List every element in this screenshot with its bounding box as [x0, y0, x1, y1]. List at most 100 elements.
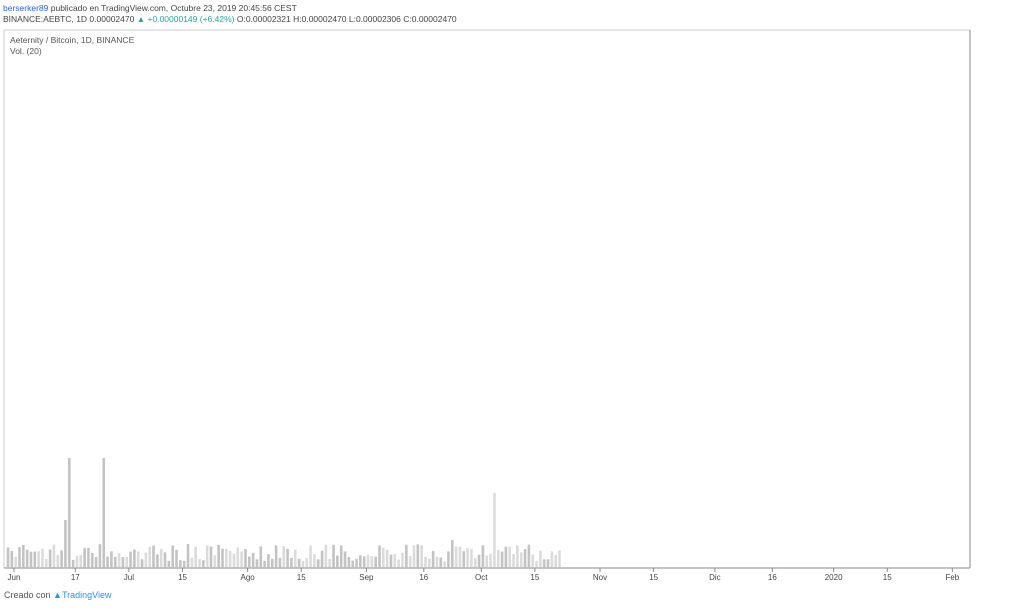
volume-bar: [351, 560, 354, 568]
volume-legend: Vol. (20): [10, 46, 42, 56]
volume-bar: [140, 559, 144, 568]
volume-bar: [171, 545, 174, 568]
volume-bar: [516, 545, 519, 568]
volume-bar: [301, 560, 305, 568]
volume-bar: [539, 550, 542, 568]
volume-bar: [60, 550, 63, 568]
volume-bar: [113, 556, 117, 568]
volume-bar: [87, 547, 90, 568]
volume-bar: [362, 556, 366, 568]
volume-bar: [152, 545, 155, 568]
volume-bar: [297, 558, 301, 568]
volume-bar: [332, 544, 335, 568]
time-tick-label: Sep: [359, 573, 374, 582]
volume-bar: [359, 555, 362, 568]
time-tick-label: 17: [71, 573, 80, 582]
time-tick-label: 15: [530, 573, 539, 582]
volume-bar: [251, 552, 255, 568]
volume-bar: [370, 556, 374, 568]
volume-bar: [286, 548, 289, 568]
time-tick-label: 15: [178, 573, 187, 582]
change-text: +0.00000149 (+6.42%): [147, 14, 235, 24]
volume-bar: [179, 559, 182, 568]
volume-bar: [519, 552, 523, 568]
volume-bar: [504, 546, 508, 568]
volume-bar: [167, 560, 171, 568]
volume-bar: [293, 549, 297, 568]
volume-bar: [401, 552, 404, 568]
volume-bar: [186, 544, 190, 568]
volume-bar: [546, 559, 550, 568]
volume-bar: [263, 560, 266, 568]
created-with-text: Creado con: [4, 590, 51, 600]
volume-bar: [324, 544, 328, 568]
volume-bar: [129, 551, 132, 568]
author-link[interactable]: berserker89: [3, 3, 49, 13]
tradingview-link[interactable]: TradingView: [61, 590, 112, 600]
volume-bar: [48, 549, 52, 568]
time-tick-label: Nov: [593, 573, 607, 582]
volume-bar: [255, 559, 259, 568]
volume-bar: [481, 545, 485, 568]
time-tick-label: 2020: [825, 573, 843, 582]
volume-bar: [14, 556, 17, 568]
volume-bar: [217, 544, 220, 568]
volume-bar: [550, 551, 554, 568]
volume-bar: [470, 548, 473, 568]
time-tick-label: Jul: [124, 573, 134, 582]
volume-bar: [75, 556, 79, 568]
volume-bar: [339, 545, 343, 568]
volume-bar: [385, 549, 389, 568]
volume-bar: [424, 556, 427, 568]
time-tick-label: Jun: [8, 573, 21, 582]
volume-bar: [98, 544, 102, 568]
volume-bar: [355, 558, 358, 568]
time-tick-label: 15: [297, 573, 306, 582]
volume-bar: [10, 550, 14, 568]
volume-layer: [6, 458, 561, 568]
volume-bar: [163, 552, 167, 568]
volume-bar: [148, 546, 152, 568]
volume-bar: [382, 547, 385, 568]
volume-bar: [213, 555, 217, 568]
volume-bar: [508, 546, 512, 568]
time-tick-label: 16: [419, 573, 428, 582]
time-tick-label: 15: [649, 573, 658, 582]
volume-bar: [198, 558, 201, 568]
time-tick-label: Dic: [709, 573, 721, 582]
volume-bar: [33, 551, 37, 568]
volume-bar: [527, 544, 531, 568]
volume-bar: [485, 555, 489, 568]
footer: Creado con ▲TradingView: [4, 590, 112, 600]
volume-bar: [37, 551, 40, 568]
volume-bar: [64, 520, 67, 568]
volume-bar: [313, 554, 316, 568]
volume-bar: [267, 554, 270, 568]
volume-bar: [236, 547, 240, 568]
volume-bar: [182, 560, 186, 568]
volume-bar: [458, 546, 462, 568]
volume-bar: [90, 552, 94, 568]
volume-bar: [393, 553, 397, 568]
volume-bar: [462, 551, 466, 568]
volume-bar: [431, 550, 435, 568]
volume-bar: [259, 546, 263, 568]
volume-bar: [336, 555, 339, 568]
volume-bar: [175, 549, 178, 568]
volume-bar: [94, 556, 98, 568]
volume-bar: [489, 553, 492, 568]
volume-bar: [500, 551, 504, 568]
volume-bar: [535, 560, 538, 568]
time-tick-label: Ago: [241, 573, 256, 582]
volume-bar: [209, 546, 213, 568]
volume-bar: [443, 561, 446, 568]
volume-bar: [121, 557, 125, 568]
volume-bar: [466, 548, 469, 568]
volume-bar: [477, 554, 481, 568]
time-tick-label: 15: [883, 573, 892, 582]
volume-bar: [290, 557, 293, 568]
volume-bar: [244, 549, 247, 568]
ohlc-text: O:0.00002321 H:0.00002470 L:0.00002306 C…: [236, 14, 457, 24]
time-axis[interactable]: Jun 17 Jul 15 Ago 15 Sep 16 Oct 15 Nov 15 Dic 16 2020 1…: [8, 568, 960, 582]
